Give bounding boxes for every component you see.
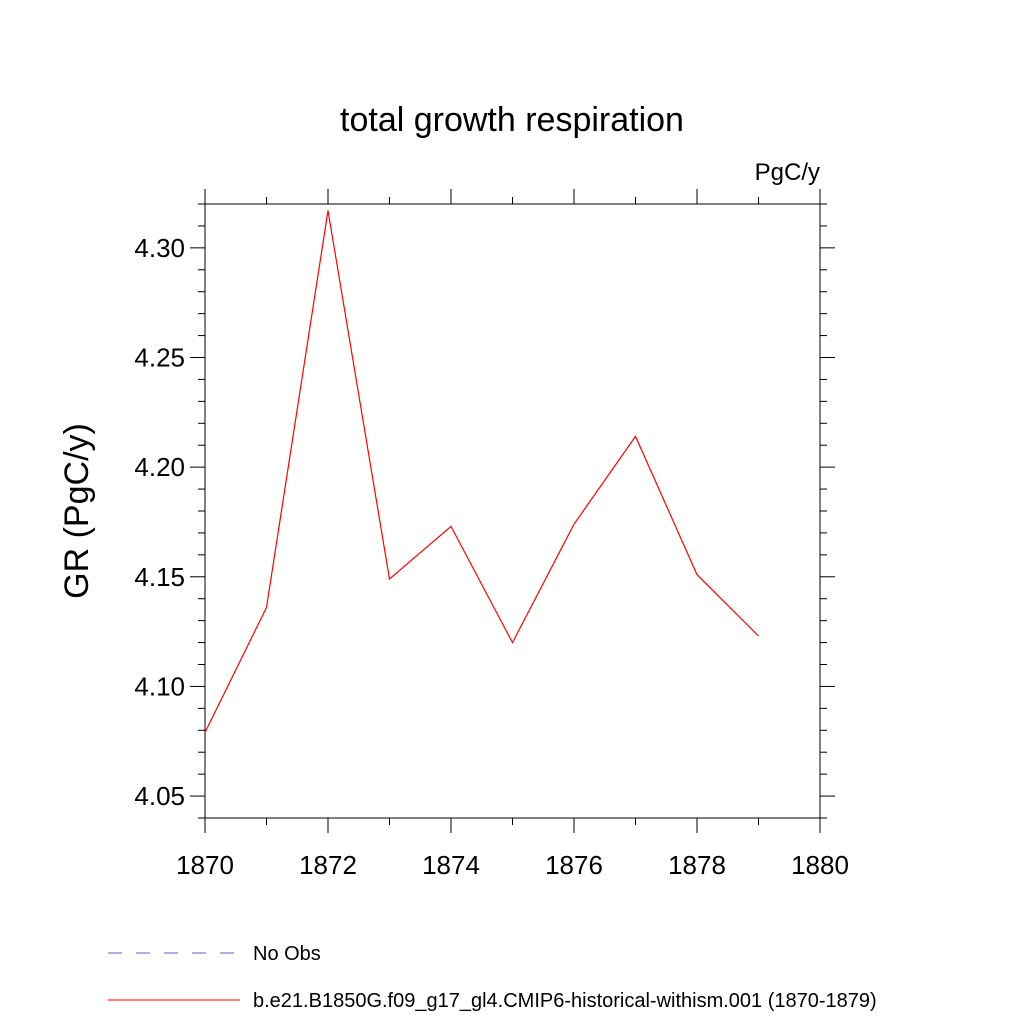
y-axis-tick-labels: 4.05 4.10 4.15 4.20 4.25 4.30 — [134, 233, 185, 811]
data-point — [696, 574, 698, 576]
y-tick-label: 4.25 — [134, 343, 185, 373]
x-tick-label: 1872 — [299, 850, 357, 880]
x-tick-label: 1874 — [422, 850, 480, 880]
data-point — [635, 435, 637, 437]
y-tick-label: 4.15 — [134, 562, 185, 592]
y-axis-label: GR (PgC/y) — [58, 423, 96, 599]
y-tick-label: 4.20 — [134, 452, 185, 482]
y-tick-label: 4.05 — [134, 781, 185, 811]
data-point — [573, 523, 575, 525]
legend-label: No Obs — [253, 943, 321, 965]
data-point — [204, 731, 206, 733]
chart-title: total growth respiration — [340, 101, 684, 139]
plot-frame — [204, 203, 821, 819]
data-point — [327, 210, 329, 212]
x-tick-label: 1870 — [176, 850, 234, 880]
legend: No Obs b.e21.B1850G.f09_g17_gl4.CMIP6-his… — [108, 943, 877, 1012]
data-point — [266, 606, 268, 608]
data-point — [389, 578, 391, 580]
y-axis-ticks — [190, 203, 835, 819]
series-line — [204, 210, 759, 733]
data-point — [758, 635, 760, 637]
y-tick-label: 4.10 — [134, 671, 185, 701]
x-axis-ticks — [204, 189, 821, 833]
x-tick-label: 1876 — [545, 850, 603, 880]
x-tick-label: 1880 — [791, 850, 849, 880]
x-tick-label: 1878 — [668, 850, 726, 880]
y-tick-label: 4.30 — [134, 233, 185, 263]
data-point — [512, 642, 514, 644]
legend-label: b.e21.B1850G.f09_g17_gl4.CMIP6-historica… — [253, 990, 877, 1012]
x-axis-tick-labels: 1870 1872 1874 1876 1878 1880 — [176, 850, 849, 880]
series-layer — [204, 210, 760, 733]
units-label: PgC/y — [755, 159, 820, 186]
data-point — [450, 525, 452, 527]
